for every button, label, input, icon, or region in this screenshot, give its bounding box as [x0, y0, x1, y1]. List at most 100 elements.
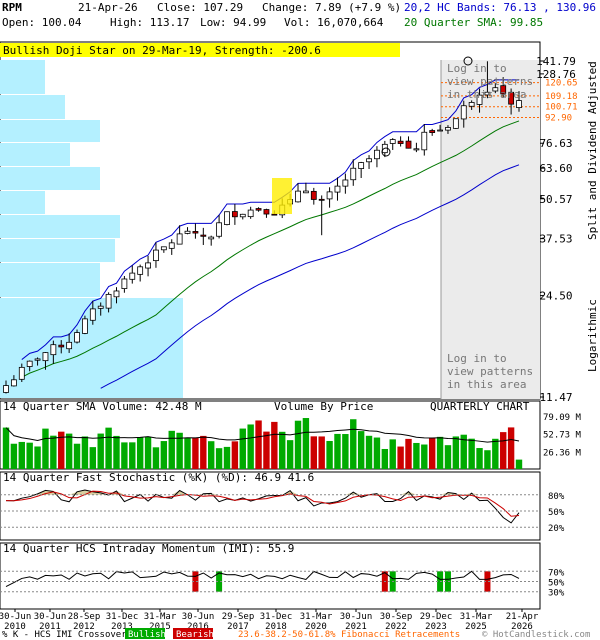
vbp-bar	[0, 263, 100, 297]
candle-body	[263, 209, 270, 215]
candle-body	[508, 91, 515, 105]
candle-body	[18, 366, 25, 380]
imi-crossover-bar	[444, 571, 451, 592]
volume-bar	[136, 437, 144, 469]
candle-body	[121, 278, 128, 289]
imi-line	[5, 570, 520, 588]
volume-value: Vol: 16,070,664	[284, 16, 384, 29]
x-axis-date: 29-Sep	[222, 612, 255, 622]
candle-body	[26, 360, 33, 367]
candle-body	[50, 344, 57, 356]
volume-bar	[215, 448, 223, 469]
volume-bar	[73, 443, 81, 469]
logarithmic-label: Logarithmic	[586, 299, 599, 372]
volume-bar	[50, 435, 57, 469]
candle-body	[326, 191, 333, 200]
x-axis-date: 30-Sep	[380, 612, 413, 622]
volume-bar	[286, 440, 294, 469]
volume-bar	[129, 442, 136, 469]
volume-bar	[515, 459, 523, 469]
x-axis-year: 2018	[265, 622, 287, 632]
candle-body	[247, 209, 254, 218]
volume-bar	[144, 436, 152, 469]
candle-body	[310, 190, 317, 200]
volume-bar	[160, 441, 168, 469]
fibonacci-label: 109.18	[545, 92, 578, 102]
x-axis-date: 28-Sep	[68, 612, 101, 622]
volume-bar	[365, 435, 373, 469]
x-axis-year: 2011	[39, 622, 61, 632]
volume-bar	[507, 427, 515, 469]
login-text-bottom[interactable]: Log in to view patterns in this area	[447, 352, 533, 391]
imi-tick-label: 70%	[548, 568, 565, 578]
x-axis-year: 2010	[4, 622, 26, 632]
volume-bar	[26, 442, 33, 469]
x-axis-year: 2016	[187, 622, 209, 632]
imi-tick-label: 30%	[548, 589, 565, 599]
high-price: High: 113.17	[110, 16, 190, 29]
imi-axis-ticks: 70%50%30%	[0, 568, 565, 599]
candle-body	[176, 233, 183, 245]
x-axis-date: 31-Mar	[300, 612, 333, 622]
quote-date: 21-Apr-26	[78, 1, 138, 14]
doji-highlight	[272, 178, 292, 214]
vbp-bar	[0, 191, 45, 214]
candle-body	[389, 139, 396, 144]
stochastic-tick-label: 50%	[548, 508, 565, 518]
candle-body	[500, 85, 507, 95]
x-axis-date: 31-Mar	[144, 612, 177, 622]
stochastic-tick-label: 80%	[548, 492, 565, 502]
fibonacci-label: 120.65	[545, 79, 578, 89]
login-text-top[interactable]: Log in to view patterns in this area	[447, 62, 533, 101]
candle-body	[318, 198, 325, 201]
bearish-swatch	[173, 628, 213, 639]
x-axis-year: 2023	[425, 622, 447, 632]
volume-bar	[381, 448, 389, 469]
login-shade	[441, 60, 540, 399]
volume-bar	[452, 436, 460, 469]
volume-bar	[294, 420, 302, 469]
volume-bar	[405, 438, 412, 469]
candle-body	[255, 208, 262, 211]
candle-body	[484, 91, 491, 96]
vbp-bar	[0, 167, 100, 190]
volume-tick-label: 26.36 M	[543, 448, 582, 458]
x-axis-date: 30-Jun	[340, 612, 373, 622]
volume-bar	[357, 431, 365, 469]
candle-body	[342, 179, 349, 187]
volume-bar	[176, 432, 183, 469]
pattern-banner-bg	[0, 43, 400, 57]
volume-bar	[58, 431, 65, 469]
fibonacci-label: 92.90	[545, 113, 572, 123]
volume-axis-ticks: 79.09 M 52.73 M 26.36 M	[543, 413, 582, 458]
bullish-swatch	[125, 628, 165, 639]
lower-band-line	[100, 164, 520, 389]
volume-bar	[192, 437, 199, 469]
candle-body	[460, 105, 467, 120]
volume-bar	[105, 427, 112, 469]
candle-body	[105, 293, 112, 309]
volume-bar	[421, 444, 428, 469]
chart-type-label: QUARTERLY CHART	[430, 400, 530, 413]
x-axis-date: 21-Apr	[506, 612, 539, 622]
x-axis-year: 2022	[385, 622, 407, 632]
stochastic-panel	[0, 471, 541, 541]
candle-body	[216, 222, 222, 237]
candle-body	[476, 94, 483, 105]
volume-bar	[121, 442, 128, 469]
candle-body	[184, 230, 191, 234]
volume-bar	[223, 446, 231, 469]
candle-body	[239, 213, 246, 218]
candle-body	[153, 249, 159, 262]
candle-body	[192, 231, 199, 234]
upper-band-line	[21, 79, 519, 360]
split-adjusted-label: Split and Dividend Adjusted	[586, 61, 599, 240]
candle-body	[160, 246, 167, 251]
volume-bar	[81, 436, 89, 469]
x-axis-year: 2025	[465, 622, 487, 632]
candle-body	[34, 358, 41, 361]
volume-bar	[342, 434, 349, 469]
volume-bar	[476, 448, 483, 469]
volume-bar	[350, 419, 357, 469]
price-tick-label: 128.76	[536, 68, 576, 81]
